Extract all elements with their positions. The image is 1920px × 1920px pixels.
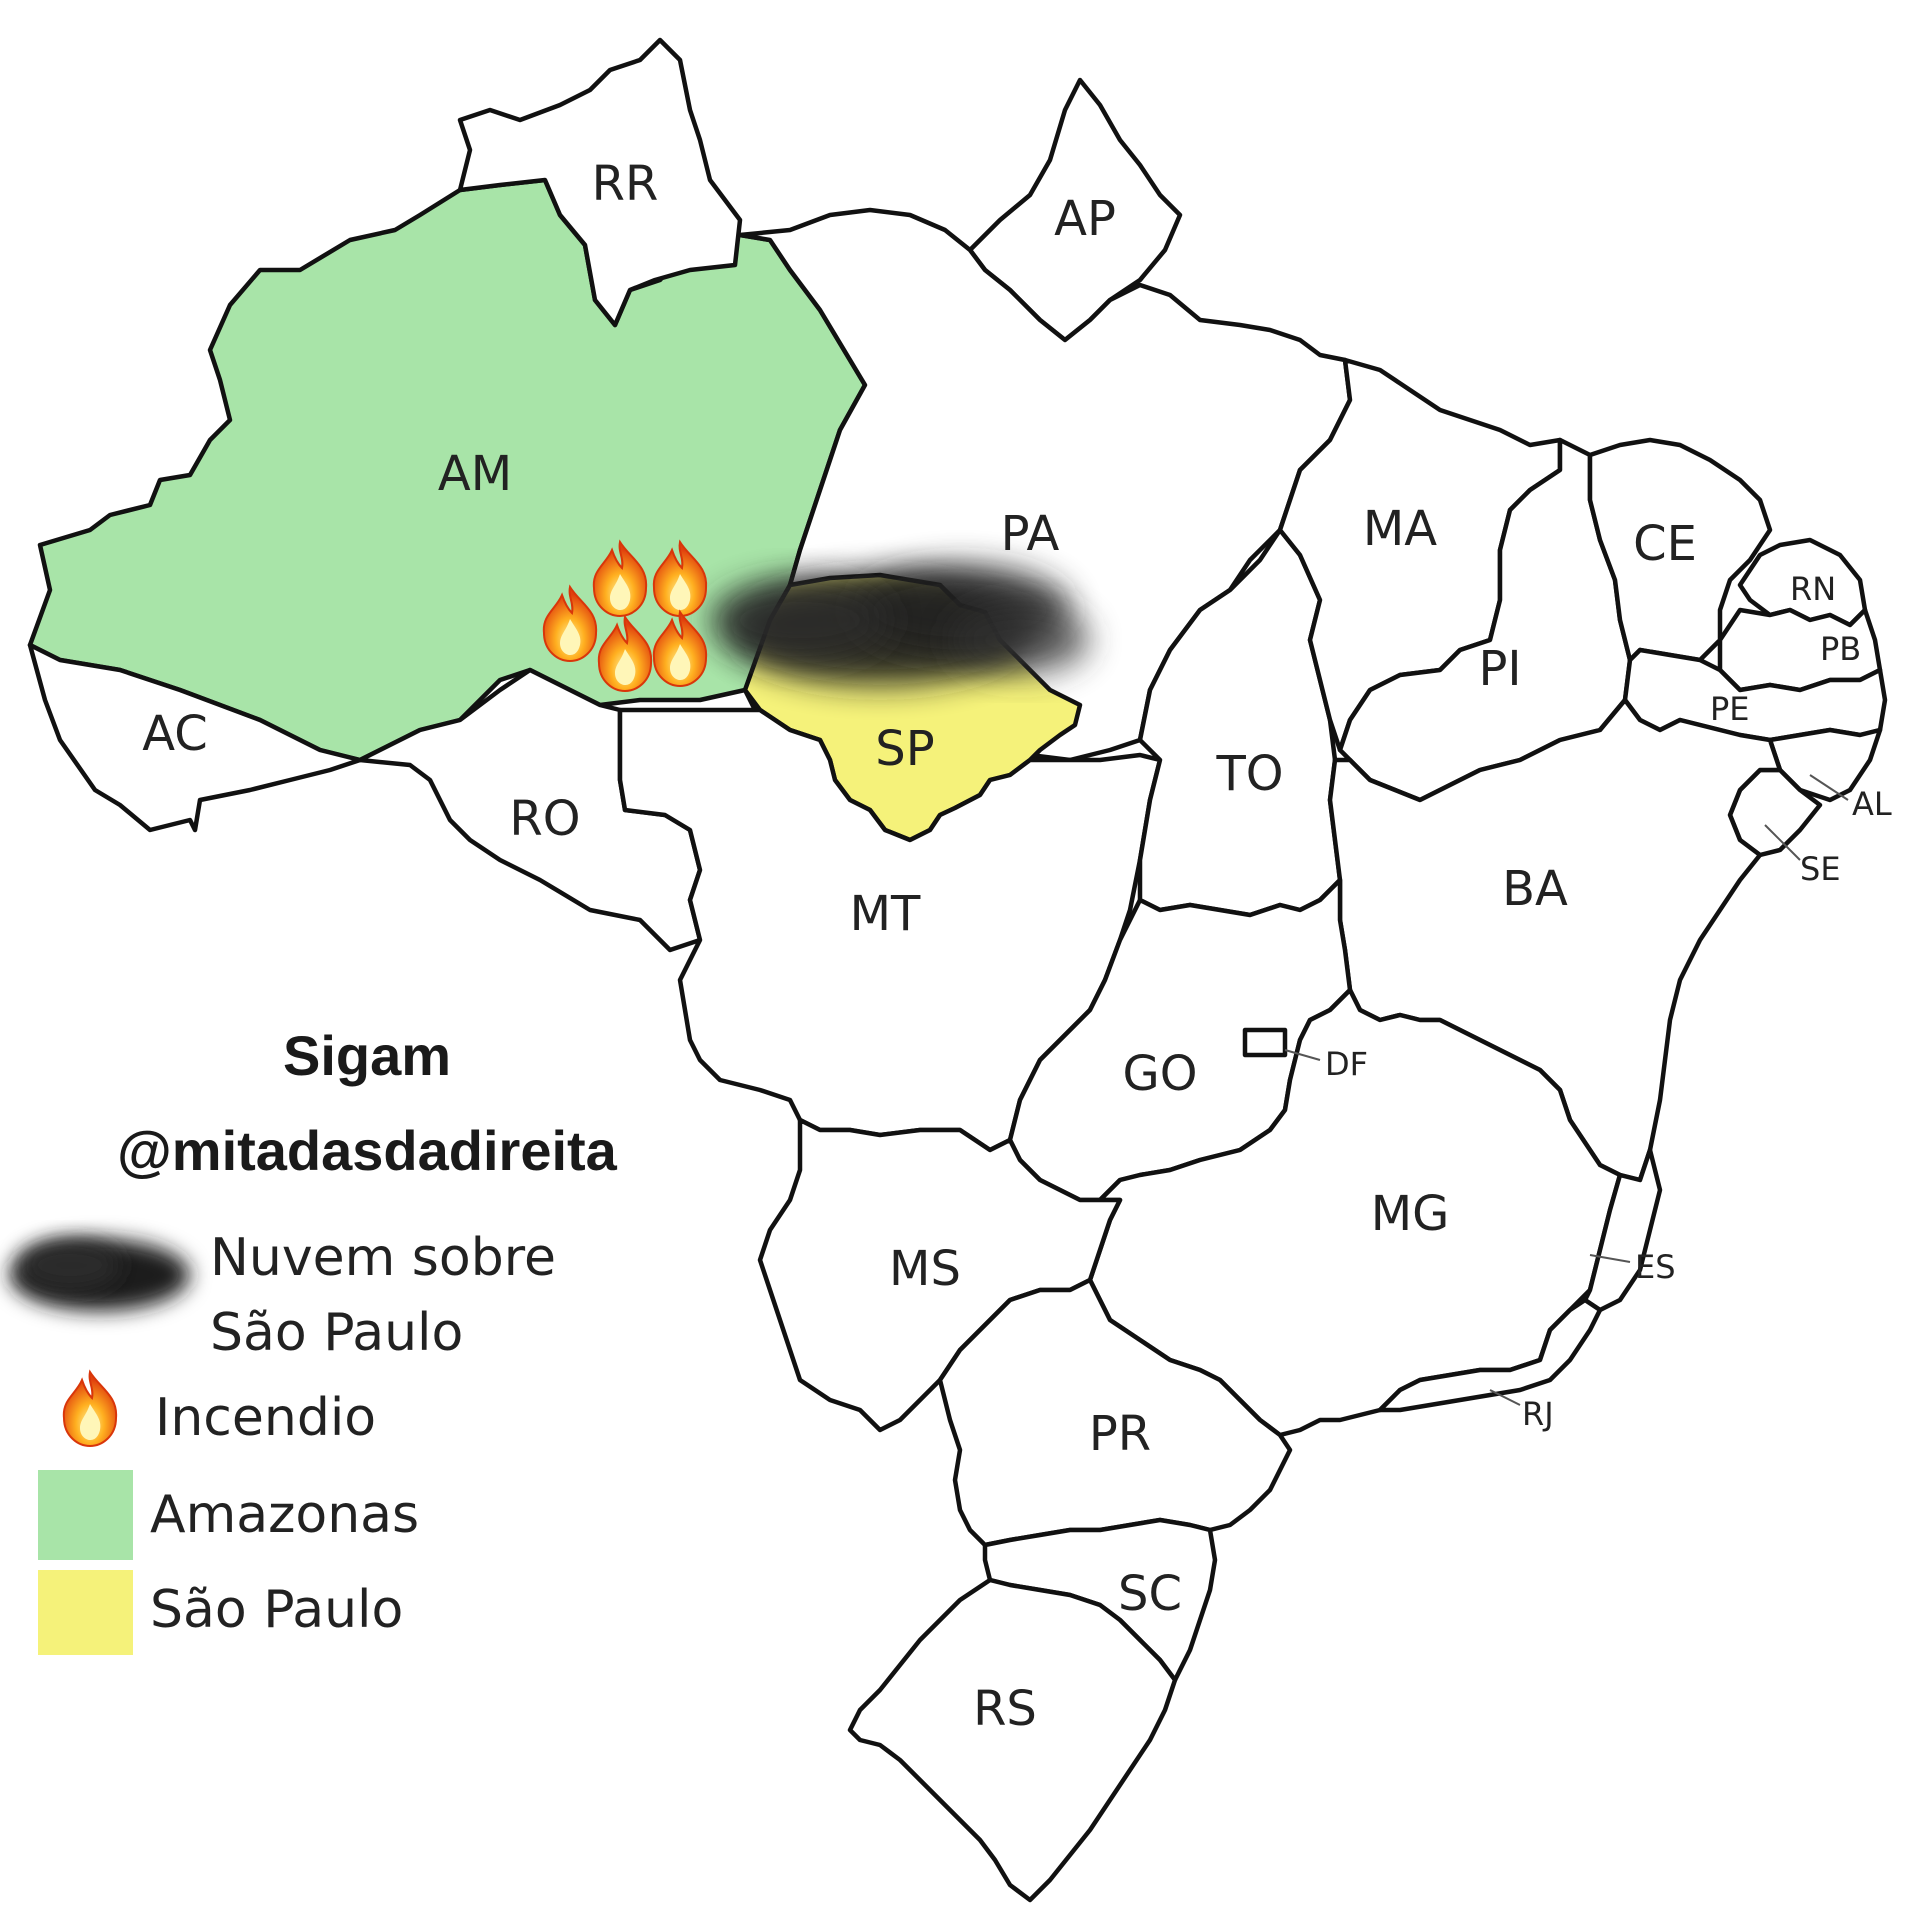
sao-paulo-swatch bbox=[38, 1570, 133, 1655]
label-rr: RR bbox=[592, 156, 659, 212]
label-to: TO bbox=[1215, 746, 1283, 802]
state-ac bbox=[27, 642, 363, 833]
label-mt: MT bbox=[850, 886, 921, 942]
label-sp: SP bbox=[875, 721, 934, 777]
label-ms: MS bbox=[889, 1241, 961, 1297]
fire-icon bbox=[62, 1371, 118, 1447]
label-pi: PI bbox=[1478, 641, 1521, 697]
amazonas-swatch bbox=[38, 1470, 133, 1560]
label-ac: AC bbox=[142, 706, 208, 762]
label-sc: SC bbox=[1118, 1566, 1182, 1622]
label-ap: AP bbox=[1054, 191, 1116, 247]
legend-smoke-line-2: São Paulo bbox=[210, 1303, 463, 1363]
label-pr: PR bbox=[1089, 1406, 1151, 1462]
label-se: SE bbox=[1800, 850, 1841, 888]
legend-fire-label: Incendio bbox=[155, 1388, 376, 1448]
label-rs: RS bbox=[973, 1681, 1037, 1737]
credit-line-2: @mitadasdadireita bbox=[117, 1119, 618, 1182]
state-ce bbox=[1587, 437, 1773, 663]
state-mg bbox=[1087, 987, 1623, 1438]
smoke-cloud-icon bbox=[10, 1239, 190, 1311]
credit-line-1: Sigam bbox=[283, 1024, 451, 1087]
state-rs bbox=[847, 1577, 1178, 1903]
label-am: AM bbox=[438, 446, 512, 502]
label-ce: CE bbox=[1633, 516, 1697, 572]
label-pb: PB bbox=[1820, 630, 1861, 668]
label-go: GO bbox=[1123, 1046, 1198, 1102]
label-rn: RN bbox=[1790, 570, 1836, 608]
state-es bbox=[1582, 1147, 1663, 1313]
state-rr bbox=[457, 37, 743, 328]
legend-smoke-line-1: Nuvem sobre bbox=[210, 1228, 556, 1288]
legend-amazonas-label: Amazonas bbox=[150, 1485, 419, 1545]
legend: Nuvem sobre São Paulo Incendio Amazonas … bbox=[10, 1228, 556, 1655]
label-ba: BA bbox=[1502, 861, 1568, 917]
smoke-cloud bbox=[710, 565, 1090, 685]
state-rj bbox=[1377, 1297, 1603, 1413]
label-pa: PA bbox=[1001, 506, 1060, 562]
label-al: AL bbox=[1852, 785, 1892, 823]
label-rj: RJ bbox=[1522, 1395, 1554, 1433]
label-ma: MA bbox=[1363, 501, 1437, 557]
state-df bbox=[1242, 1027, 1288, 1058]
label-ro: RO bbox=[509, 791, 580, 847]
label-es: ES bbox=[1635, 1248, 1676, 1286]
label-mg: MG bbox=[1371, 1186, 1450, 1242]
legend-sao-paulo-label: São Paulo bbox=[150, 1580, 403, 1640]
label-pe: PE bbox=[1710, 690, 1750, 728]
label-df: DF bbox=[1325, 1045, 1368, 1083]
